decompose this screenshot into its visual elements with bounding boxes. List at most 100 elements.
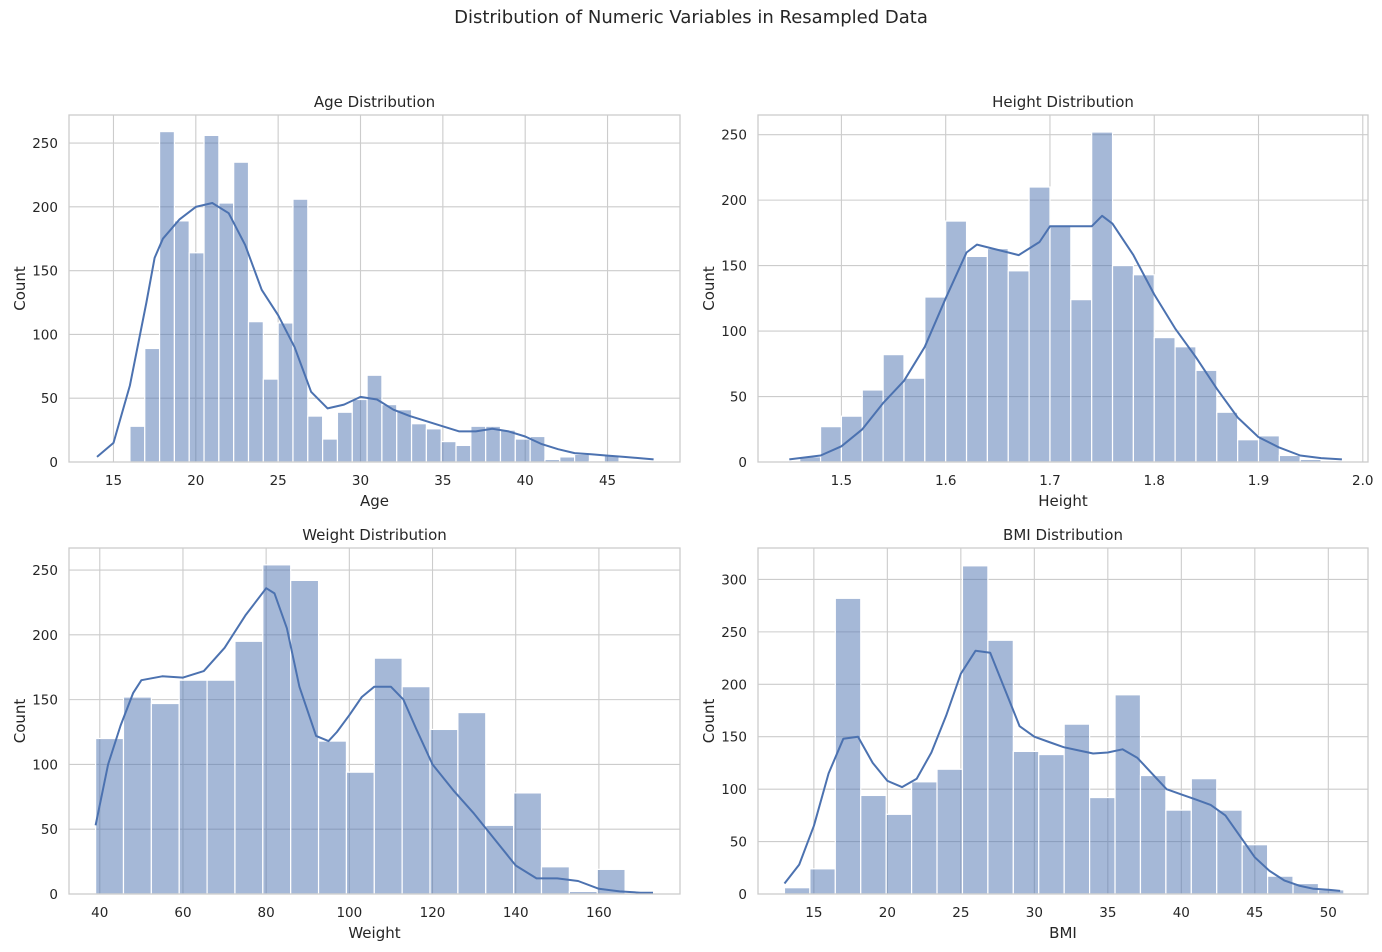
- histogram-bar: [351, 398, 368, 463]
- histogram-bar: [885, 813, 913, 895]
- kde-line: [96, 202, 654, 461]
- histogram-bar: [986, 247, 1009, 463]
- weight-distribution-panel: 40 60 80 100 120 140 160 0 50 100 150 200 250 Weight …: [11, 526, 681, 942]
- histogram-bar: [783, 887, 811, 895]
- x-tick-label: 60: [174, 905, 191, 921]
- histogram-bar: [1174, 346, 1197, 463]
- y-tick-label: 0: [49, 887, 58, 903]
- histogram-bar: [396, 409, 413, 463]
- histogram-bar: [173, 220, 190, 463]
- y-tick-label: 150: [721, 259, 747, 275]
- y-tick-label: 50: [730, 390, 747, 406]
- histogram-bar: [277, 322, 294, 463]
- x-tick-label: 15: [805, 905, 822, 921]
- histogram-bar: [819, 426, 843, 463]
- x-tick-label: 45: [599, 473, 616, 489]
- histogram-bar: [373, 657, 403, 895]
- histogram-bar: [234, 640, 264, 895]
- axes-frame: [757, 114, 1369, 463]
- y-tick-label: 200: [721, 193, 747, 209]
- histogram-bar: [455, 444, 472, 463]
- height-distribution-panel: 1.5 1.6 1.7 1.8 1.9 2.0 0 50 100 150 200 250 Height …: [700, 93, 1374, 510]
- y-axis-label: Count: [700, 699, 718, 744]
- histogram-bar: [936, 768, 964, 895]
- histogram-bar: [1237, 439, 1260, 463]
- histogram-bar: [559, 456, 576, 463]
- y-tick-label: 250: [721, 625, 747, 641]
- histogram-bar: [307, 415, 324, 463]
- histogram-bar: [965, 255, 989, 463]
- histogram-bar: [1139, 774, 1167, 895]
- histogram-bar: [1190, 778, 1218, 895]
- histogram-bar: [144, 347, 161, 463]
- histogram-bar: [290, 579, 320, 895]
- x-tick-label: 25: [952, 905, 969, 921]
- x-axis-label: Height: [1038, 492, 1088, 510]
- histogram-bar: [961, 565, 989, 895]
- x-tick-label: 30: [352, 473, 369, 489]
- histogram-bar: [860, 794, 887, 895]
- panel-title: BMI Distribution: [1003, 526, 1123, 544]
- panel-title: Height Distribution: [992, 93, 1134, 111]
- histogram-bar: [1153, 337, 1176, 463]
- histogram-bar: [158, 130, 176, 463]
- x-tick-label: 1.6: [935, 473, 956, 489]
- histogram-bar: [1049, 225, 1072, 463]
- y-tick-label: 250: [721, 128, 747, 144]
- y-tick-label: 200: [721, 677, 747, 693]
- histogram-bar: [1216, 809, 1243, 895]
- kde-line: [94, 587, 653, 894]
- histogram-bar: [401, 686, 431, 895]
- x-tick-label: 35: [434, 473, 451, 489]
- y-tick-label: 100: [721, 782, 747, 798]
- histogram-bar: [1278, 454, 1301, 463]
- histogram-bar: [1028, 186, 1051, 463]
- histogram-bar: [499, 429, 516, 463]
- histogram-bar: [317, 740, 348, 895]
- histogram-bar: [336, 411, 353, 463]
- x-tick-label: 40: [517, 473, 534, 489]
- histogram-bar: [292, 198, 309, 463]
- histogram-bar: [1165, 809, 1192, 895]
- histogram-bar: [1114, 694, 1142, 895]
- kde-line: [789, 214, 1342, 461]
- x-axis-label: BMI: [1049, 924, 1077, 942]
- y-axis-label: Count: [11, 699, 29, 744]
- histogram-bar: [150, 702, 180, 895]
- x-tick-label: 35: [1099, 905, 1116, 921]
- x-tick-label: 160: [586, 905, 612, 921]
- y-tick-label: 0: [738, 887, 747, 903]
- histogram-bar: [440, 440, 457, 463]
- x-axis-label: Weight: [348, 924, 400, 942]
- histogram-bar: [911, 781, 938, 895]
- x-tick-label: 100: [336, 905, 362, 921]
- histogram-bar: [1070, 299, 1093, 463]
- histogram-bar: [233, 161, 250, 463]
- y-tick-label: 50: [41, 822, 58, 838]
- histogram-bar: [514, 438, 531, 463]
- histogram-bar: [410, 423, 427, 463]
- histogram-bar: [218, 202, 235, 463]
- y-axis-label: Count: [700, 266, 718, 311]
- histogram-bar: [1012, 750, 1040, 895]
- y-axis-label: Count: [11, 266, 29, 311]
- x-tick-label: 15: [105, 473, 122, 489]
- histogram-bar: [809, 868, 836, 895]
- x-tick-label: 40: [1173, 905, 1190, 921]
- y-tick-label: 150: [721, 730, 747, 746]
- histogram-bar: [1111, 264, 1134, 463]
- x-tick-label: 20: [187, 473, 204, 489]
- histogram-bar: [903, 377, 926, 463]
- histogram-bar: [247, 321, 264, 463]
- histogram-bar: [345, 771, 375, 895]
- histogram-bar: [1007, 270, 1030, 463]
- histogram-bar: [1091, 131, 1114, 463]
- histogram-bar: [178, 679, 208, 895]
- histogram-bar: [122, 696, 152, 895]
- kde-line: [783, 649, 1341, 892]
- axes-frame: [68, 114, 681, 463]
- histogram-bar: [203, 134, 220, 463]
- histogram-bar: [129, 425, 146, 463]
- age-distribution-panel: 15 20 25 30 35 40 45 0 50 100 150 200 250 Age Distrib…: [11, 93, 681, 510]
